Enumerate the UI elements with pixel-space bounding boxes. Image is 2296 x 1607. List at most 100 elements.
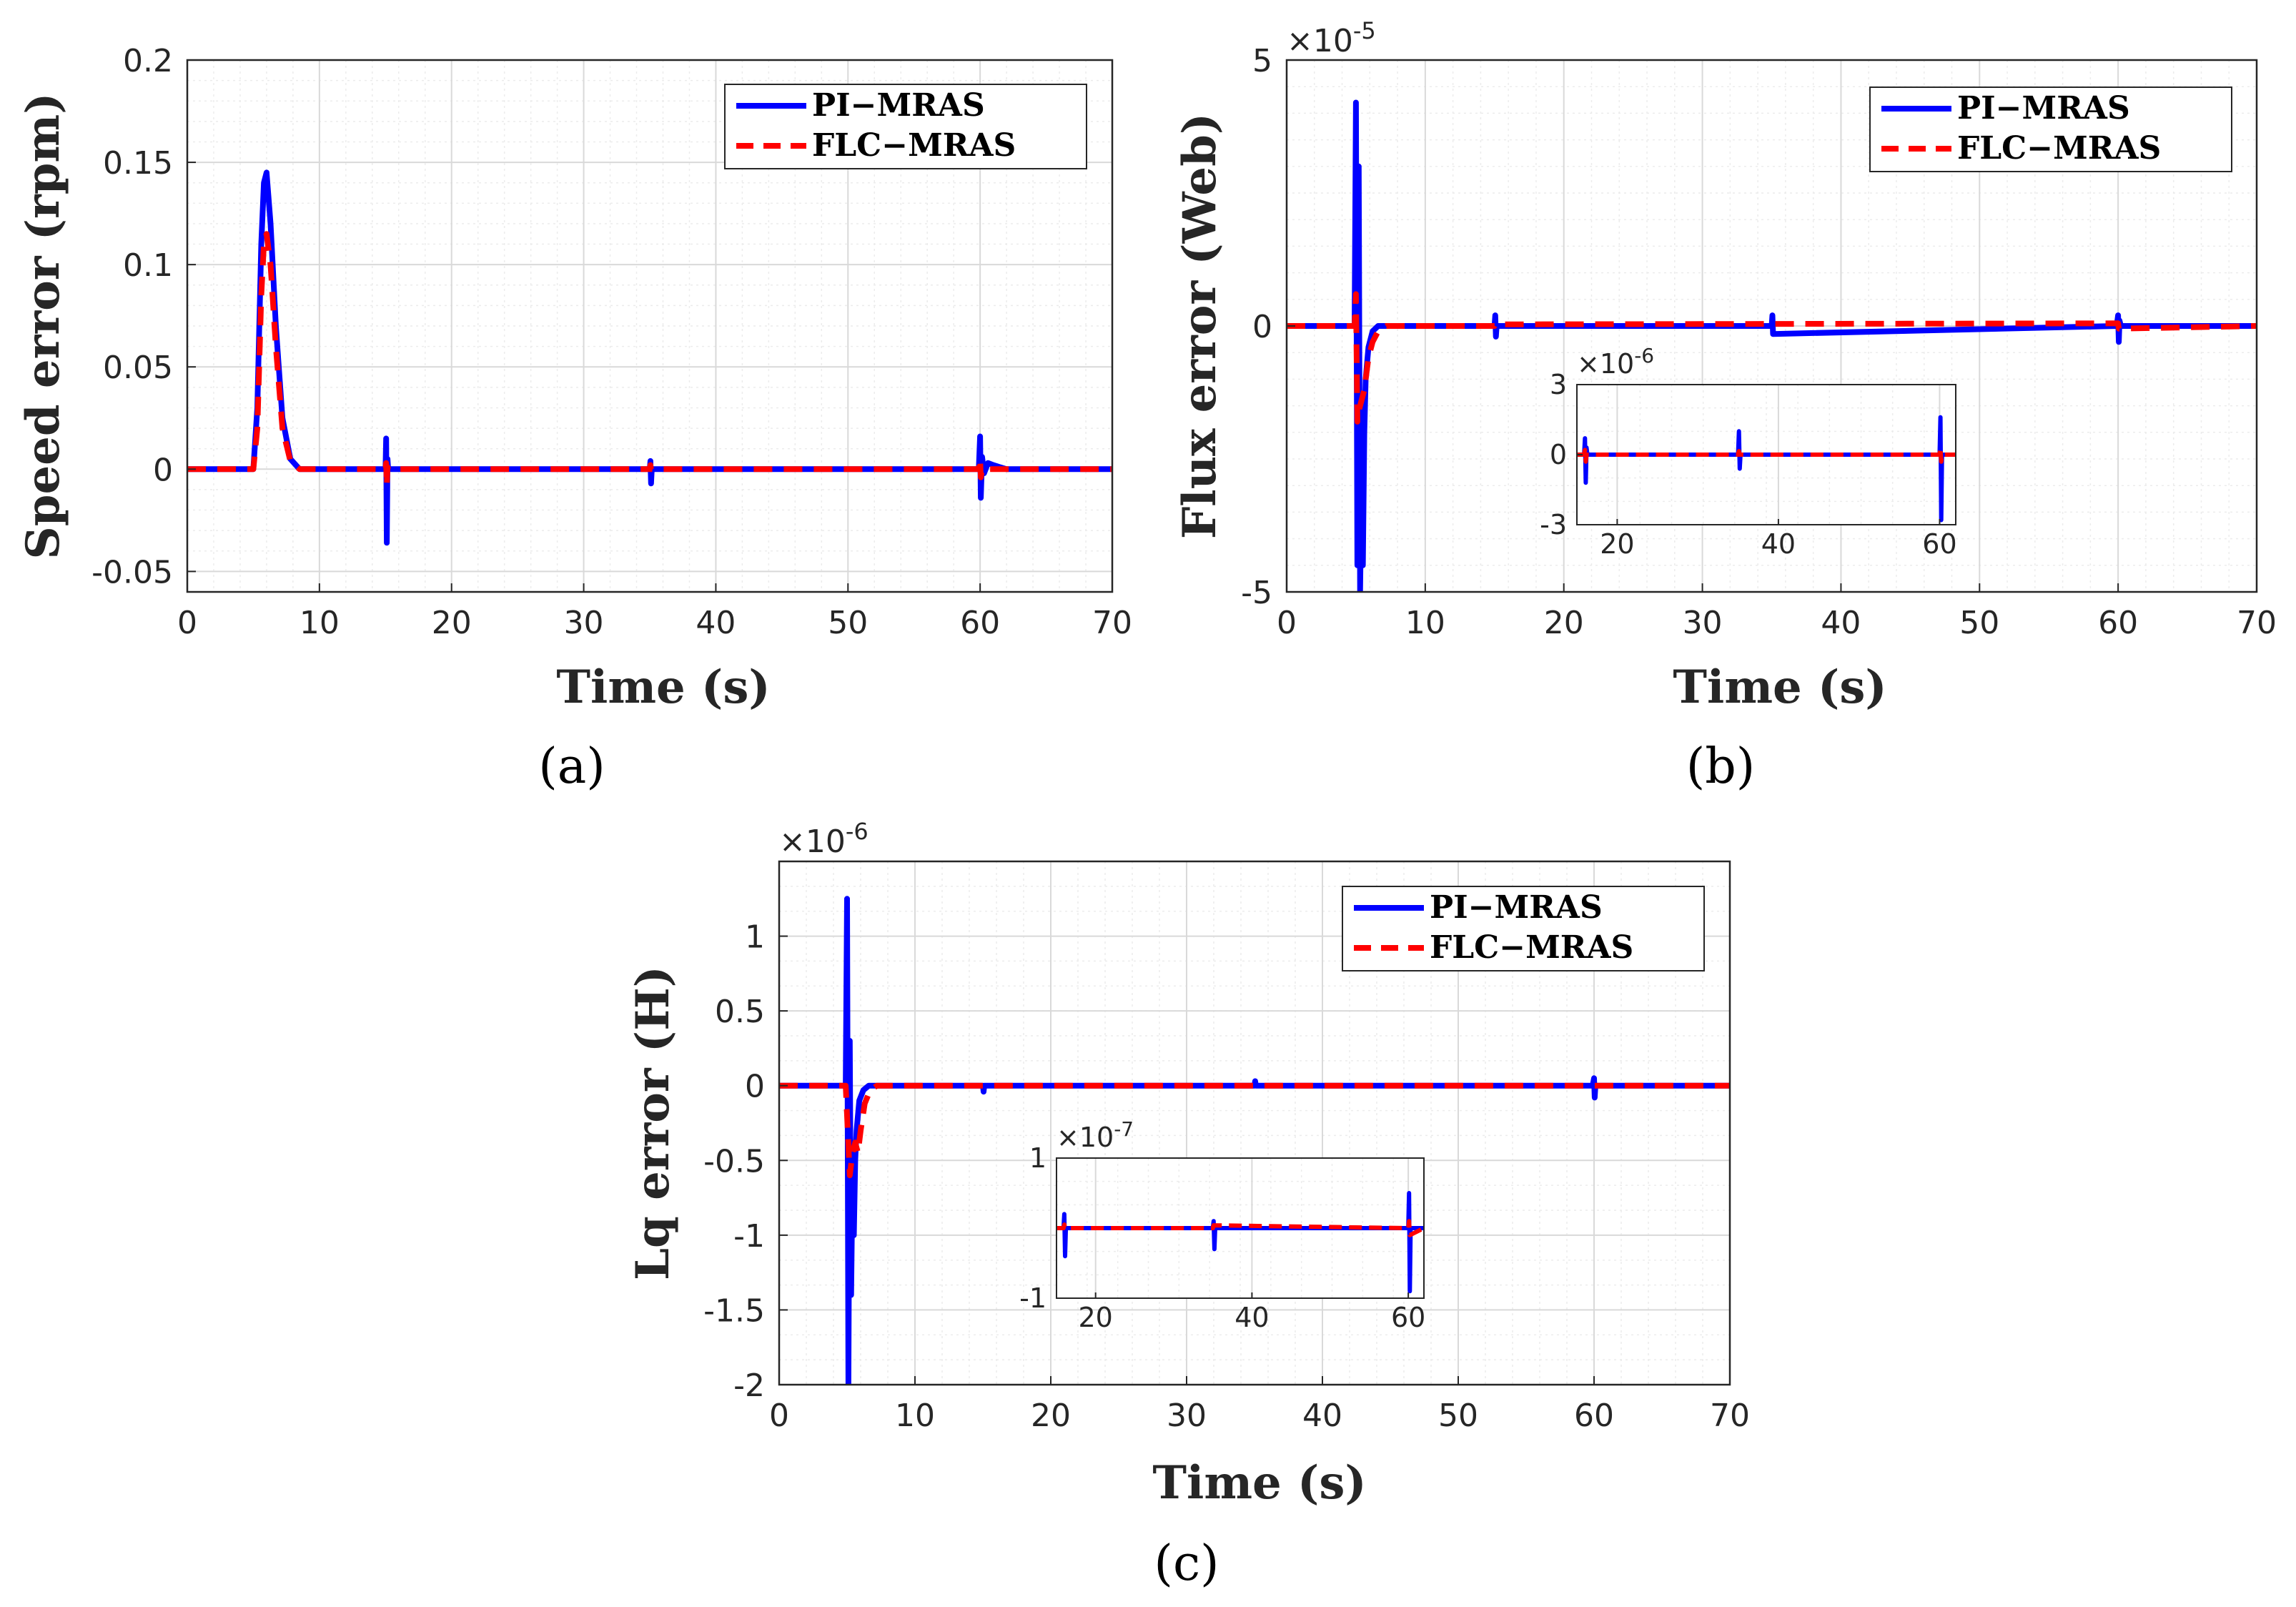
x-tick-label: 40 xyxy=(1821,605,1861,641)
ylabel-c: Lq error (H) xyxy=(626,966,680,1280)
ticks-b: 0 10 20 30 40 50 60 70-505 xyxy=(1241,43,2277,641)
legend-box-a xyxy=(724,84,1087,169)
xlabel-a: Time (s) xyxy=(556,661,770,714)
x-tick-label: 50 xyxy=(1438,1398,1478,1434)
inset-series-b xyxy=(1577,415,1956,523)
x-tick-label: 20 xyxy=(1544,605,1584,641)
legend-a: PI−MRAS FLC−MRAS xyxy=(724,84,1087,169)
x-tick-label: 40 xyxy=(1302,1398,1342,1434)
x-tick-label: 70 xyxy=(1092,605,1132,641)
y-tick-label: 0.15 xyxy=(103,145,173,182)
legend-label-flc-a: FLC−MRAS xyxy=(812,127,1016,164)
legend-label-pi-a: PI−MRAS xyxy=(812,87,985,124)
legend-label-flc-c: FLC−MRAS xyxy=(1430,929,1633,966)
series-b xyxy=(1287,99,2257,592)
inset-series-c xyxy=(1057,1191,1424,1294)
exponent-b: ×10-5 xyxy=(1287,17,1376,59)
inset-ticks-b: 20 40 60 -3 0 3 xyxy=(1540,369,1957,560)
series-line-pi-mras xyxy=(1057,1191,1424,1294)
legend-c: PI−MRAS FLC−MRAS xyxy=(1342,886,1705,971)
series-a xyxy=(187,169,1112,546)
series-line-flc-mras xyxy=(187,231,1112,489)
x-tick-label: 60 xyxy=(1574,1398,1614,1434)
panel-label-c: (c) xyxy=(1154,1536,1219,1592)
legend-box-b xyxy=(1869,86,2232,172)
y-tick-label: 0 xyxy=(1550,439,1567,470)
x-tick-label: 20 xyxy=(1600,528,1634,560)
y-tick-label: 1 xyxy=(1029,1142,1046,1174)
x-tick-label: 60 xyxy=(2098,605,2138,641)
inset-c: 20 40 60 -1 1 ×10-7 xyxy=(1019,1117,1425,1333)
ylabel-b: Flux error (Web) xyxy=(1173,113,1227,539)
x-tick-label: 20 xyxy=(1079,1302,1113,1333)
panel-b: 0 10 20 30 40 50 60 70-505 ×10-5 Flux error (We… xyxy=(1173,17,2277,795)
inset-exponent-c: ×10-7 xyxy=(1057,1117,1134,1153)
y-tick-label: 0.05 xyxy=(103,350,173,386)
x-tick-label: 20 xyxy=(432,605,472,641)
y-tick-label: -0.05 xyxy=(91,554,173,590)
panel-label-b: (b) xyxy=(1686,738,1756,795)
x-tick-label: 50 xyxy=(1959,605,1999,641)
y-tick-label: -1.5 xyxy=(703,1292,765,1329)
y-tick-label: 0.1 xyxy=(123,247,173,284)
x-tick-label: 60 xyxy=(1922,528,1956,560)
x-tick-label: 40 xyxy=(1761,528,1796,560)
y-tick-label: -0.5 xyxy=(703,1143,765,1180)
y-tick-label: 0 xyxy=(153,452,173,488)
y-tick-label: -5 xyxy=(1241,575,1272,611)
x-tick-label: 30 xyxy=(1683,605,1723,641)
series-line-pi-mras xyxy=(187,169,1112,546)
ylabel-a: Speed error (rpm) xyxy=(16,92,70,559)
series-line-flc-mras xyxy=(1287,291,2257,425)
y-tick-label: 1 xyxy=(745,919,765,956)
series-line-flc-mras xyxy=(1577,445,1956,464)
x-tick-label: 60 xyxy=(960,605,1000,641)
x-tick-label: 0 xyxy=(1277,605,1297,641)
y-tick-label: -3 xyxy=(1540,509,1567,540)
y-tick-label: 3 xyxy=(1550,369,1567,400)
x-tick-label: 20 xyxy=(1031,1398,1071,1434)
x-tick-label: 70 xyxy=(1710,1398,1750,1434)
y-tick-label: -2 xyxy=(733,1368,765,1404)
legend-b: PI−MRAS FLC−MRAS xyxy=(1869,86,2232,172)
inset-b: 20 40 60 -3 0 3 ×10-6 xyxy=(1540,344,1957,560)
x-tick-label: 10 xyxy=(895,1398,935,1434)
x-tick-label: 30 xyxy=(1167,1398,1207,1434)
y-tick-label: 0.2 xyxy=(123,43,173,79)
y-tick-label: 0 xyxy=(745,1069,765,1105)
axes-box-a xyxy=(186,59,1114,593)
legend-label-flc-b: FLC−MRAS xyxy=(1957,130,2161,167)
x-tick-label: 70 xyxy=(2237,605,2277,641)
x-tick-label: 10 xyxy=(300,605,340,641)
series-line-flc-mras xyxy=(779,1082,1730,1179)
legend-label-pi-c: PI−MRAS xyxy=(1430,889,1603,926)
y-tick-label: 0.5 xyxy=(715,994,765,1030)
panel-c: 0 10 20 30 40 50 60 70 -2 -1.5 -1 -0.5 0 0.5 1 ×10-6 L… xyxy=(626,818,1750,1592)
x-tick-label: 40 xyxy=(1234,1302,1269,1333)
ticks-c: 0 10 20 30 40 50 60 70 -2 -1.5 -1 -0.5 0 0.5 1 xyxy=(703,919,1750,1434)
inset-ticks-c: 20 40 60 -1 1 xyxy=(1019,1142,1425,1333)
x-tick-label: 60 xyxy=(1391,1302,1425,1333)
xlabel-c: Time (s) xyxy=(1152,1456,1366,1510)
series-c xyxy=(779,896,1730,1385)
xlabel-b: Time (s) xyxy=(1673,661,1886,714)
series-line-flc-mras xyxy=(1057,1219,1424,1237)
x-tick-label: 50 xyxy=(828,605,868,641)
series-line-pi-mras xyxy=(779,896,1730,1385)
y-tick-label: -1 xyxy=(733,1218,765,1255)
exponent-c: ×10-6 xyxy=(779,818,869,860)
y-tick-label: 5 xyxy=(1252,43,1272,79)
x-tick-label: 30 xyxy=(564,605,604,641)
legend-box-c xyxy=(1342,886,1705,971)
inset-axes-box-c xyxy=(1056,1157,1425,1299)
x-tick-label: 10 xyxy=(1405,605,1445,641)
inset-exponent-b: ×10-6 xyxy=(1577,344,1654,380)
x-tick-label: 0 xyxy=(177,605,197,641)
panel-label-a: (a) xyxy=(538,738,605,795)
x-tick-label: 0 xyxy=(769,1398,789,1434)
y-tick-label: 0 xyxy=(1252,309,1272,345)
axes-box-c xyxy=(778,860,1731,1386)
